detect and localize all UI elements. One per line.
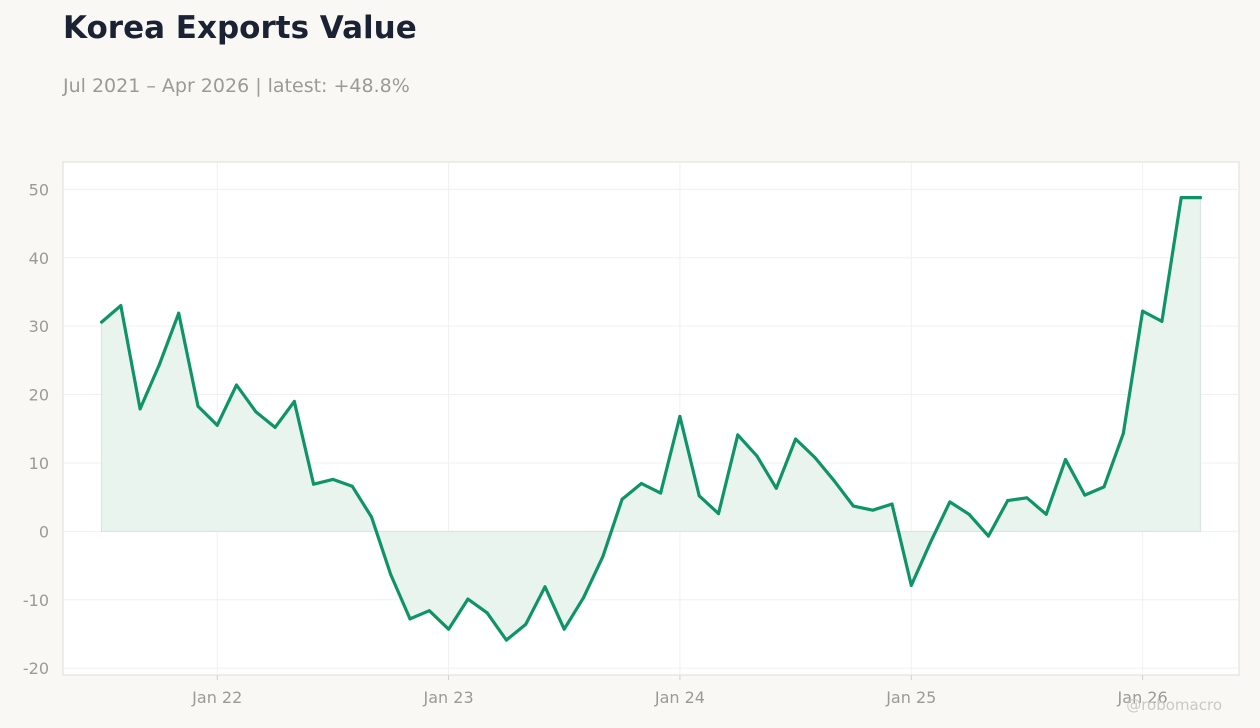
- y-tick-label: -20: [23, 659, 49, 678]
- data-point: [736, 433, 740, 437]
- data-point: [447, 627, 451, 631]
- data-point: [716, 512, 720, 516]
- data-point: [639, 481, 643, 485]
- data-point: [678, 414, 682, 418]
- data-point: [851, 504, 855, 508]
- data-point: [408, 617, 412, 621]
- data-point: [157, 362, 161, 366]
- data-point: [1160, 319, 1164, 323]
- data-point: [504, 638, 508, 642]
- data-point: [100, 320, 104, 324]
- data-point: [659, 491, 663, 495]
- data-point: [1198, 196, 1202, 200]
- data-point: [1141, 309, 1145, 313]
- data-point: [524, 622, 528, 626]
- data-point: [485, 611, 489, 615]
- watermark: @robomacro: [1126, 696, 1222, 714]
- data-point: [466, 597, 470, 601]
- data-point: [620, 497, 624, 501]
- data-point: [273, 425, 277, 429]
- data-point: [196, 404, 200, 408]
- y-axis-ticks: -20 -10 0 10 20 30 40 50: [23, 180, 49, 678]
- data-point: [427, 609, 431, 613]
- data-point: [755, 454, 759, 458]
- data-point: [813, 455, 817, 459]
- y-tick-label: 20: [29, 386, 49, 405]
- data-point: [986, 534, 990, 538]
- data-point: [235, 383, 239, 387]
- x-tick-label: Jan 25: [885, 688, 936, 707]
- x-tick-label: Jan 22: [191, 688, 242, 707]
- data-point: [543, 585, 547, 589]
- data-point: [292, 399, 296, 403]
- data-point: [331, 477, 335, 481]
- chart-title: Korea Exports Value: [63, 10, 417, 46]
- data-point: [1102, 485, 1106, 489]
- data-point: [1044, 512, 1048, 516]
- y-tick-label: 40: [29, 249, 49, 268]
- x-tick-label: Jan 26: [1117, 688, 1168, 707]
- data-point: [832, 479, 836, 483]
- data-point: [929, 540, 933, 544]
- data-point: [254, 410, 258, 414]
- data-point: [697, 494, 701, 498]
- data-point: [794, 437, 798, 441]
- y-tick-label: -10: [23, 591, 49, 610]
- y-tick-label: 30: [29, 317, 49, 336]
- data-point: [562, 627, 566, 631]
- x-tick-label: Jan 23: [423, 688, 474, 707]
- data-point: [1063, 458, 1067, 462]
- data-point: [909, 583, 913, 587]
- x-axis-ticks: Jan 22 Jan 23 Jan 24 Jan 25 Jan 26: [191, 675, 1168, 707]
- x-tick-label: Jan 24: [654, 688, 705, 707]
- data-point: [369, 515, 373, 519]
- y-tick-label: 0: [39, 522, 49, 541]
- data-point: [350, 484, 354, 488]
- data-point: [774, 486, 778, 490]
- data-point: [948, 500, 952, 504]
- data-point: [890, 502, 894, 506]
- y-tick-label: 50: [29, 180, 49, 199]
- data-point: [1006, 499, 1010, 503]
- series-line: [100, 196, 1202, 642]
- data-point: [1179, 196, 1183, 200]
- data-point: [119, 304, 123, 308]
- data-point: [138, 407, 142, 411]
- data-point: [215, 423, 219, 427]
- data-point: [1121, 432, 1125, 436]
- data-point: [1025, 496, 1029, 500]
- data-point: [1083, 493, 1087, 497]
- data-point: [582, 596, 586, 600]
- data-point: [177, 311, 181, 315]
- data-point: [871, 508, 875, 512]
- data-point: [389, 572, 393, 576]
- data-point: [312, 482, 316, 486]
- y-tick-label: 10: [29, 454, 49, 473]
- data-point: [967, 512, 971, 516]
- chart-subtitle: Jul 2021 – Apr 2026 | latest: +48.8%: [63, 75, 410, 97]
- data-point: [601, 555, 605, 559]
